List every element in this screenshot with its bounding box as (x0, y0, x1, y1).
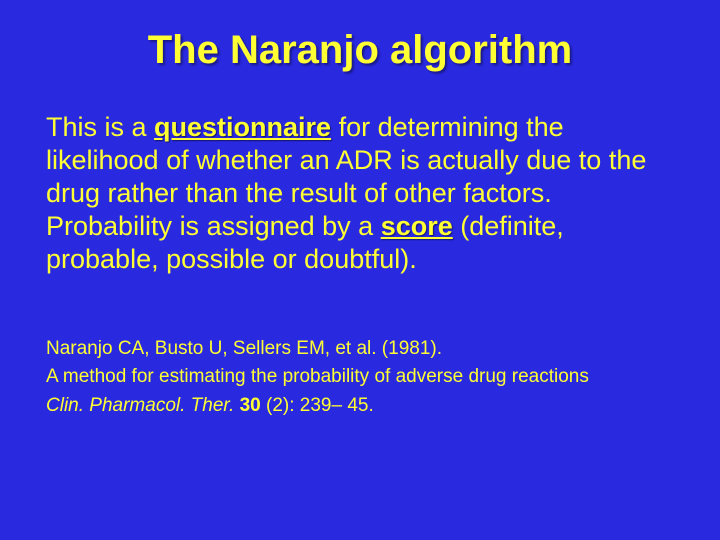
body-p2-a: Probability is assigned by a (46, 211, 381, 241)
citation-journal: Clin. Pharmacol. Ther. (46, 395, 234, 416)
slide-body: This is a questionnaire for determining … (40, 111, 680, 276)
body-p1-a: This is a (46, 112, 154, 142)
emphasis-questionnaire: questionnaire (154, 112, 331, 142)
citation-volume: 30 (234, 395, 266, 416)
emphasis-score: score (381, 211, 453, 241)
citation-block: Naranjo CA, Busto U, Sellers EM, et al. … (40, 336, 680, 420)
citation-title: A method for estimating the probability … (46, 364, 674, 391)
citation-journal-line: Clin. Pharmacol. Ther. 30 (2): 239– 45. (46, 393, 674, 420)
citation-pages: (2): 239– 45. (266, 395, 374, 416)
citation-authors: Naranjo CA, Busto U, Sellers EM, et al. … (46, 336, 674, 363)
slide-title: The Naranjo algorithm (40, 28, 680, 73)
